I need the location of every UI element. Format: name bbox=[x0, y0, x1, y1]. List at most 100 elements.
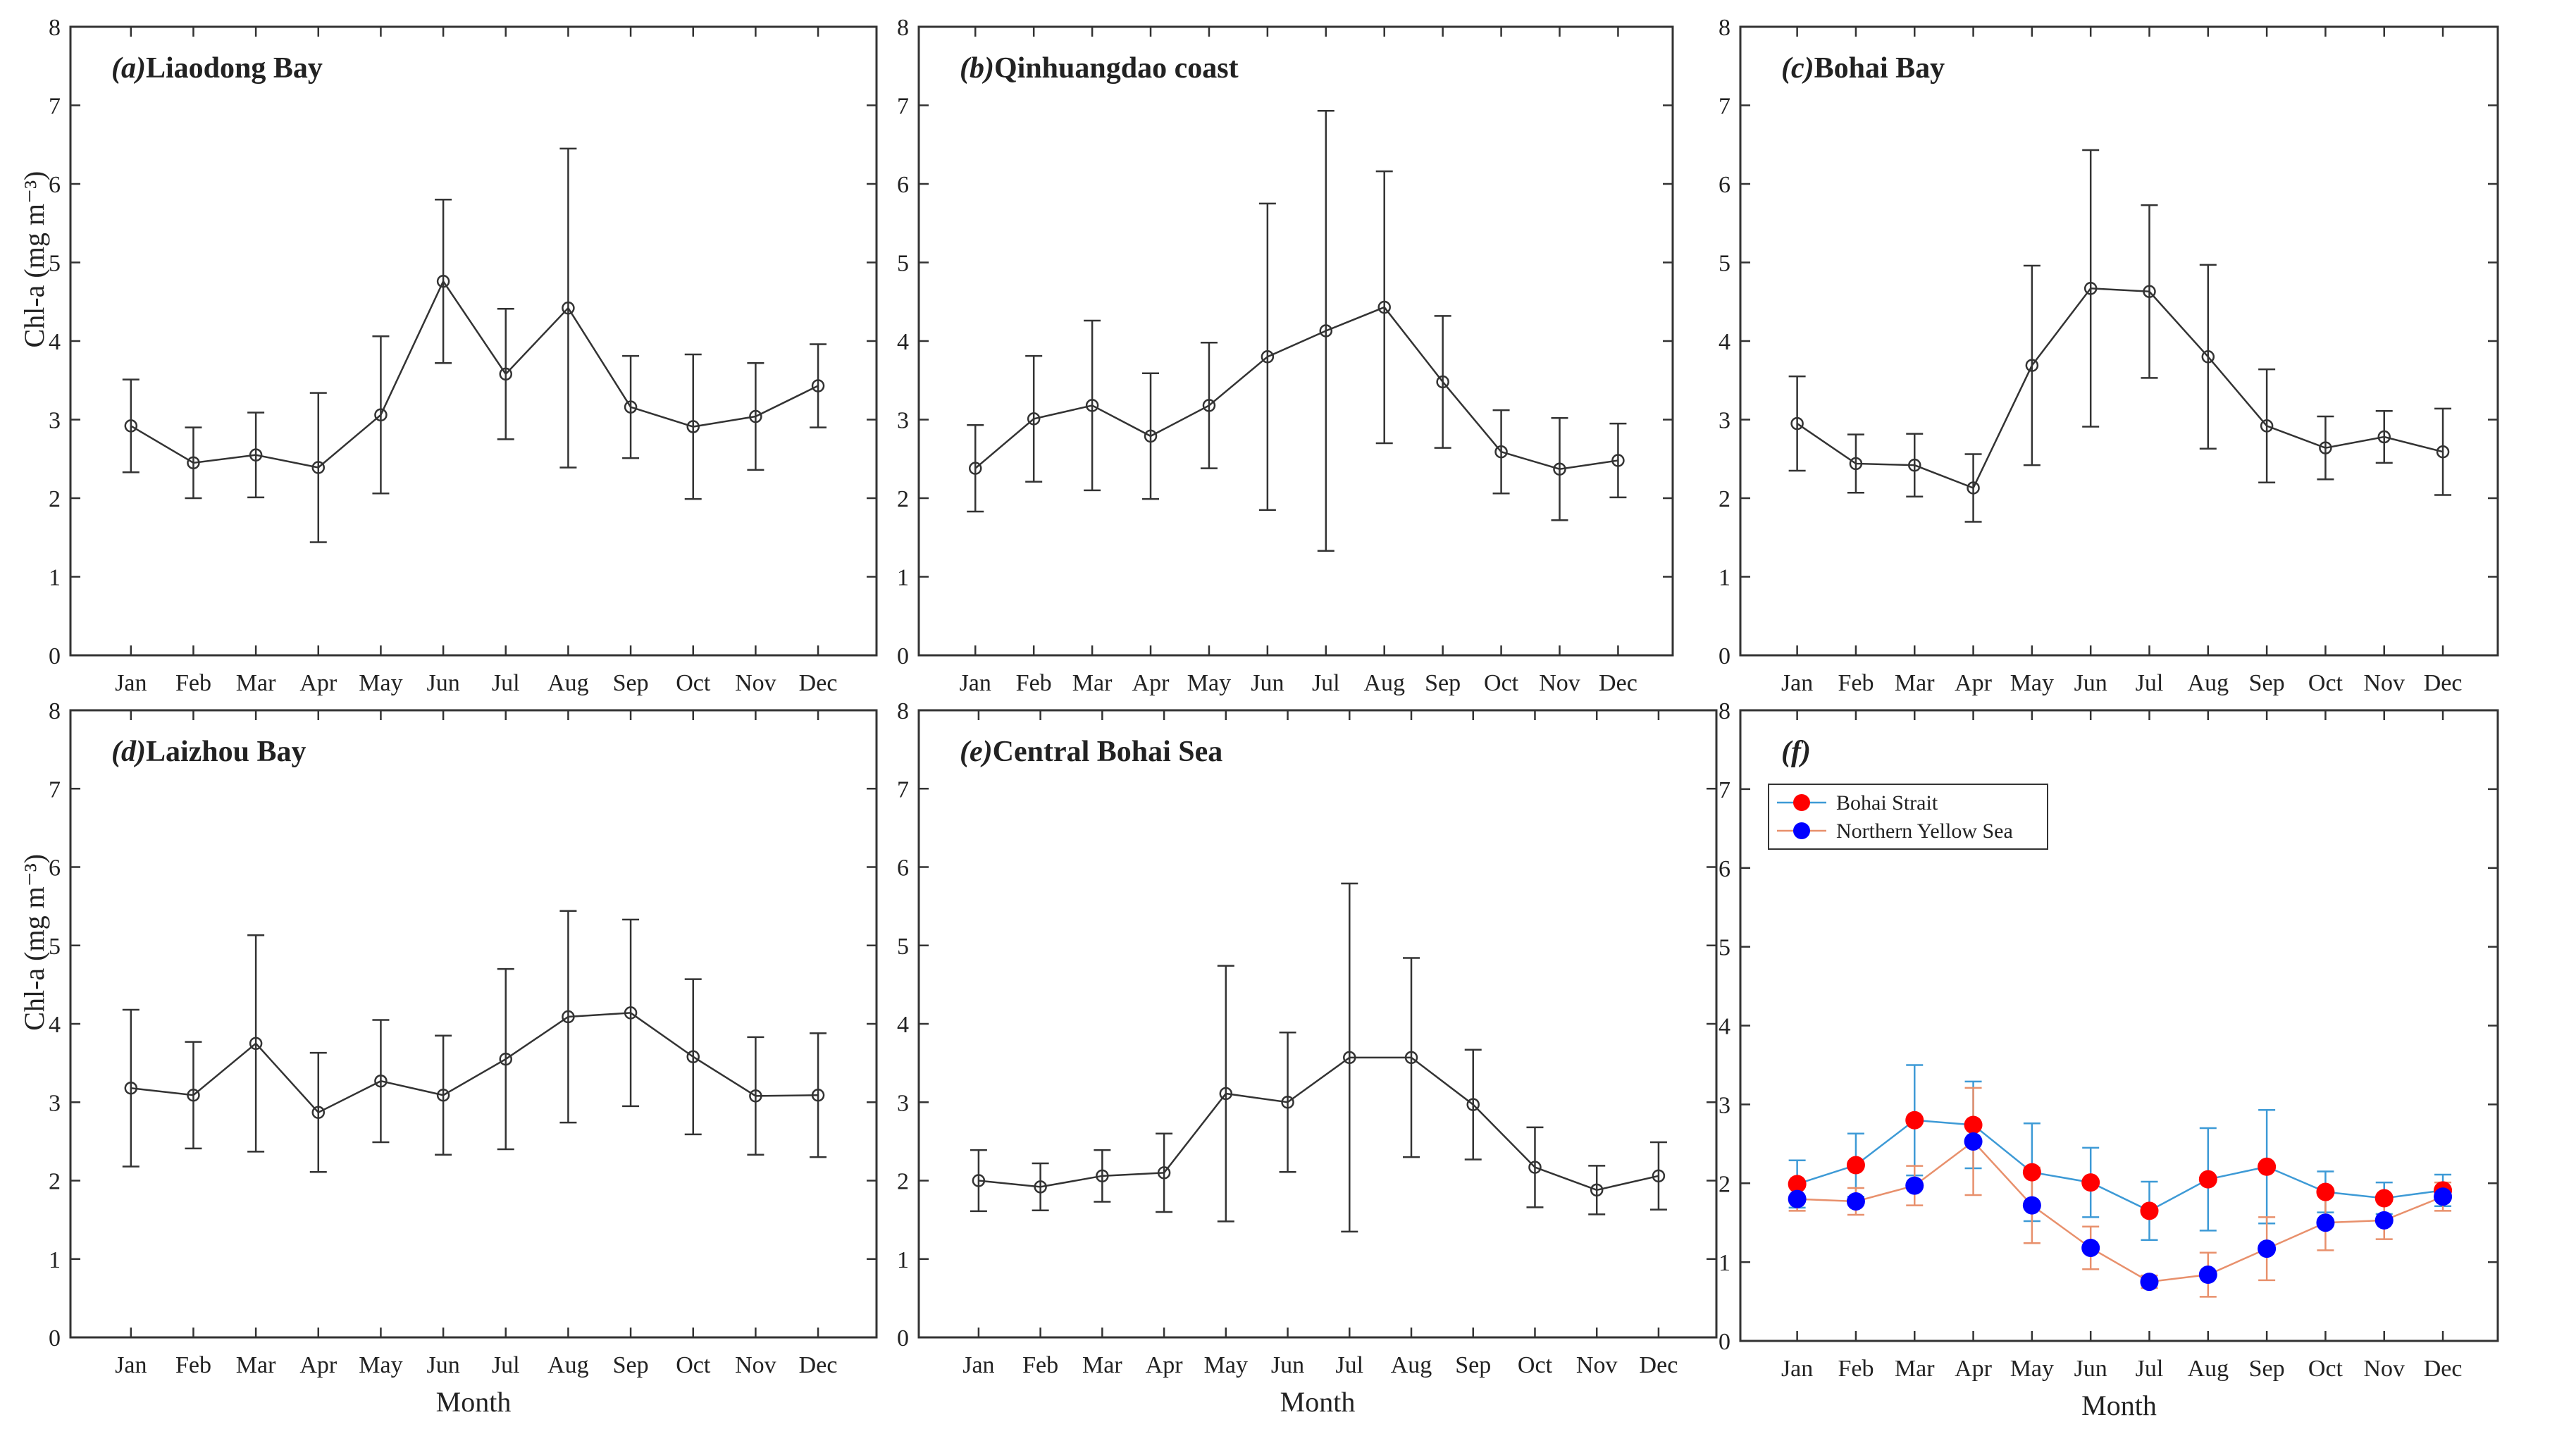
data-point-bohai-strait bbox=[1964, 1115, 1983, 1134]
x-axis-label: Month bbox=[1280, 1386, 1356, 1418]
x-tick-label: Nov bbox=[735, 1352, 776, 1378]
data-point bbox=[1343, 1051, 1356, 1065]
y-tick-label: 4 bbox=[49, 1012, 61, 1038]
data-point bbox=[749, 1089, 762, 1103]
data-point-bohai-strait bbox=[2374, 1189, 2394, 1208]
data-point bbox=[1553, 462, 1566, 476]
data-point bbox=[1157, 1166, 1171, 1180]
data-point bbox=[1652, 1169, 1666, 1183]
x-tick-label: Aug bbox=[2188, 1356, 2229, 1382]
y-tick-label: 0 bbox=[49, 1325, 61, 1351]
x-tick-label: Nov bbox=[2363, 1356, 2405, 1382]
data-point-northern-yellow-sea bbox=[2434, 1187, 2453, 1206]
data-point bbox=[1908, 458, 1921, 472]
panel-c: 0 1 2 3 4 5 6 7 8 Jan Feb Mar Apr May Jun Jul Aug Sep Oct N… bbox=[1719, 15, 2499, 696]
y-tick-label: 8 bbox=[1719, 15, 1730, 41]
y-tick-label: 8 bbox=[897, 15, 909, 41]
y-tick-label: 3 bbox=[1719, 408, 1730, 434]
data-point bbox=[2201, 350, 2215, 364]
y-tick-label: 6 bbox=[49, 855, 61, 881]
y-tick-label: 2 bbox=[897, 1169, 909, 1195]
data-point bbox=[2083, 282, 2098, 295]
y-tick-label: 4 bbox=[1719, 1014, 1730, 1040]
x-tick-label: Jun bbox=[426, 670, 459, 696]
panel-title: (c)Bohai Bay bbox=[1781, 52, 1945, 85]
panel-title-text: Liaodong Bay bbox=[146, 52, 323, 85]
y-axis-label: Chl-a (mg m⁻³) bbox=[18, 171, 50, 348]
data-point bbox=[562, 1010, 575, 1024]
data-point-bohai-strait bbox=[1905, 1111, 1924, 1130]
data-point-bohai-strait bbox=[2258, 1157, 2277, 1176]
panel-label: (f) bbox=[1781, 736, 1811, 768]
series-line bbox=[130, 1012, 819, 1114]
legend-item: Bohai Strait bbox=[1777, 791, 1938, 815]
data-point bbox=[1849, 457, 1863, 471]
x-tick-label: Mar bbox=[1895, 1356, 1935, 1382]
x-tick-label: Sep bbox=[613, 1352, 649, 1378]
data-point-bohai-strait bbox=[2316, 1182, 2335, 1201]
x-tick-label: Jul bbox=[492, 1352, 520, 1378]
x-tick-label: Sep bbox=[2249, 1356, 2285, 1382]
data-point bbox=[1034, 1180, 1047, 1194]
data-point bbox=[436, 1088, 450, 1102]
data-point bbox=[311, 461, 326, 474]
y-tick-label: 0 bbox=[49, 643, 61, 669]
x-tick-label: Dec bbox=[2424, 1356, 2463, 1382]
panel-title: (e)Central Bohai Sea bbox=[960, 736, 1222, 768]
x-tick-label: May bbox=[2010, 1356, 2054, 1382]
series-line-bohai-strait bbox=[1797, 1119, 2444, 1212]
y-tick-label: 4 bbox=[897, 329, 909, 355]
x-tick-label: Jan bbox=[115, 670, 147, 696]
panel-label: (a) bbox=[111, 52, 146, 85]
data-point bbox=[311, 1106, 326, 1119]
x-tick-label: Feb bbox=[1838, 1356, 1874, 1382]
data-point bbox=[1144, 429, 1158, 443]
x-tick-label: Jan bbox=[960, 670, 991, 696]
x-tick-label: May bbox=[359, 1352, 402, 1378]
x-tick-label: Aug bbox=[547, 1352, 589, 1378]
x-tick-label: Sep bbox=[1455, 1352, 1491, 1378]
axes-box bbox=[1739, 25, 2499, 657]
y-tick-label: 5 bbox=[1719, 251, 1730, 277]
panel-title-text: Qinhuangdao coast bbox=[994, 52, 1239, 85]
y-tick-label: 6 bbox=[1719, 172, 1730, 198]
data-point bbox=[811, 1088, 825, 1102]
y-tick-label: 5 bbox=[49, 251, 61, 277]
y-tick-label: 7 bbox=[49, 94, 61, 120]
y-tick-label: 3 bbox=[897, 1090, 909, 1116]
panel-title-text: Laizhou Bay bbox=[146, 736, 306, 768]
data-point-northern-yellow-sea bbox=[1964, 1132, 1983, 1151]
y-tick-label: 0 bbox=[897, 643, 909, 669]
x-tick-label: May bbox=[1204, 1352, 1248, 1378]
y-tick-label: 8 bbox=[49, 15, 61, 41]
x-tick-label: Nov bbox=[1539, 670, 1580, 696]
data-point bbox=[1202, 399, 1216, 412]
data-point-northern-yellow-sea bbox=[2081, 1238, 2100, 1257]
data-point bbox=[972, 1174, 986, 1187]
panel-label: (e) bbox=[960, 736, 993, 768]
data-point bbox=[624, 1006, 638, 1020]
series-line bbox=[978, 1056, 1659, 1192]
data-point-northern-yellow-sea bbox=[2258, 1239, 2277, 1258]
x-tick-label: Jun bbox=[426, 1352, 459, 1378]
panel-e: 0 1 2 3 4 5 6 7 8 Jan Feb Mar Apr May Jun Jul Aug Sep Oct N… bbox=[897, 698, 1718, 1418]
data-point-bohai-strait bbox=[2022, 1163, 2041, 1182]
data-point bbox=[187, 456, 200, 470]
x-tick-label: Aug bbox=[547, 670, 589, 696]
data-point-bohai-strait bbox=[1846, 1156, 1865, 1175]
data-point bbox=[624, 400, 638, 414]
data-point-bohai-strait bbox=[1788, 1175, 1807, 1194]
y-tick-label: 3 bbox=[897, 408, 909, 434]
x-tick-label: Feb bbox=[175, 670, 211, 696]
y-tick-label: 7 bbox=[1719, 777, 1730, 803]
y-tick-label: 2 bbox=[1719, 486, 1730, 512]
x-tick-label: Aug bbox=[2188, 670, 2229, 696]
data-point bbox=[1528, 1161, 1542, 1174]
data-point bbox=[1096, 1169, 1109, 1183]
panel-f: 0 1 2 3 4 5 6 7 8 Jan Feb Mar Apr May Jun Jul Aug Sep Oct N… bbox=[1719, 698, 2499, 1421]
axes-box bbox=[917, 709, 1718, 1339]
data-point bbox=[2377, 430, 2391, 444]
x-tick-label: Aug bbox=[1363, 670, 1405, 696]
data-point bbox=[499, 1052, 513, 1066]
y-tick-label: 6 bbox=[897, 855, 909, 881]
